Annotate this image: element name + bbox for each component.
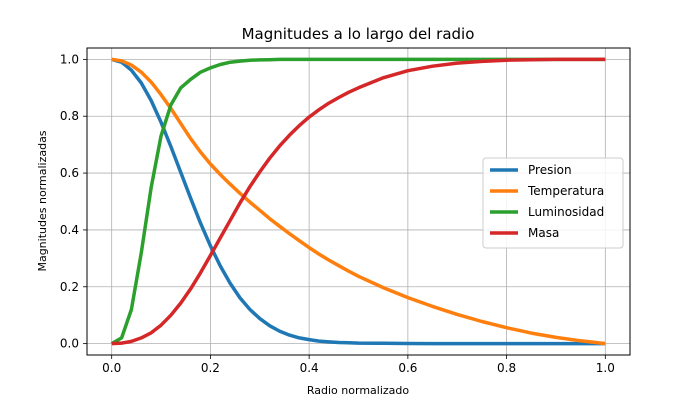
x-tick-label: 1.0 (596, 361, 615, 375)
legend-label-temperatura: Temperatura (527, 184, 604, 198)
legend: Presion Temperatura Luminosidad Masa (482, 157, 624, 249)
x-tick-label: 0.4 (300, 361, 319, 375)
legend-label-presion: Presion (528, 163, 572, 177)
x-tick-label: 0.0 (102, 361, 121, 375)
series-line-luminosidad (110, 57, 606, 346)
y-tick-label: 0.6 (60, 166, 79, 180)
y-tick-label: 0.2 (60, 280, 79, 294)
y-axis-ticks: 0.0 0.2 0.4 0.6 0.8 1.0 (60, 52, 87, 351)
y-tick-label: 0.8 (60, 109, 79, 123)
y-tick-label: 1.0 (60, 52, 79, 66)
y-tick-label: 0.0 (60, 337, 79, 351)
x-tick-label: 0.8 (497, 361, 516, 375)
series-layer (110, 57, 606, 346)
y-axis-label: Magnitudes normalizadas (36, 130, 49, 271)
chart-title: Magnitudes a lo largo del radio (242, 25, 475, 43)
series-line-masa (111, 57, 606, 346)
x-tick-label: 0.2 (201, 361, 220, 375)
legend-label-masa: Masa (528, 226, 559, 240)
plot-frame (86, 47, 631, 356)
x-axis-ticks: 0.0 0.2 0.4 0.6 0.8 1.0 (102, 355, 615, 375)
x-tick-label: 0.6 (398, 361, 417, 375)
x-axis-label: Radio normalizado (307, 384, 410, 397)
legend-box (482, 157, 624, 249)
y-tick-label: 0.4 (60, 223, 79, 237)
legend-label-luminosidad: Luminosidad (528, 205, 604, 219)
series-line-presion (111, 57, 606, 346)
